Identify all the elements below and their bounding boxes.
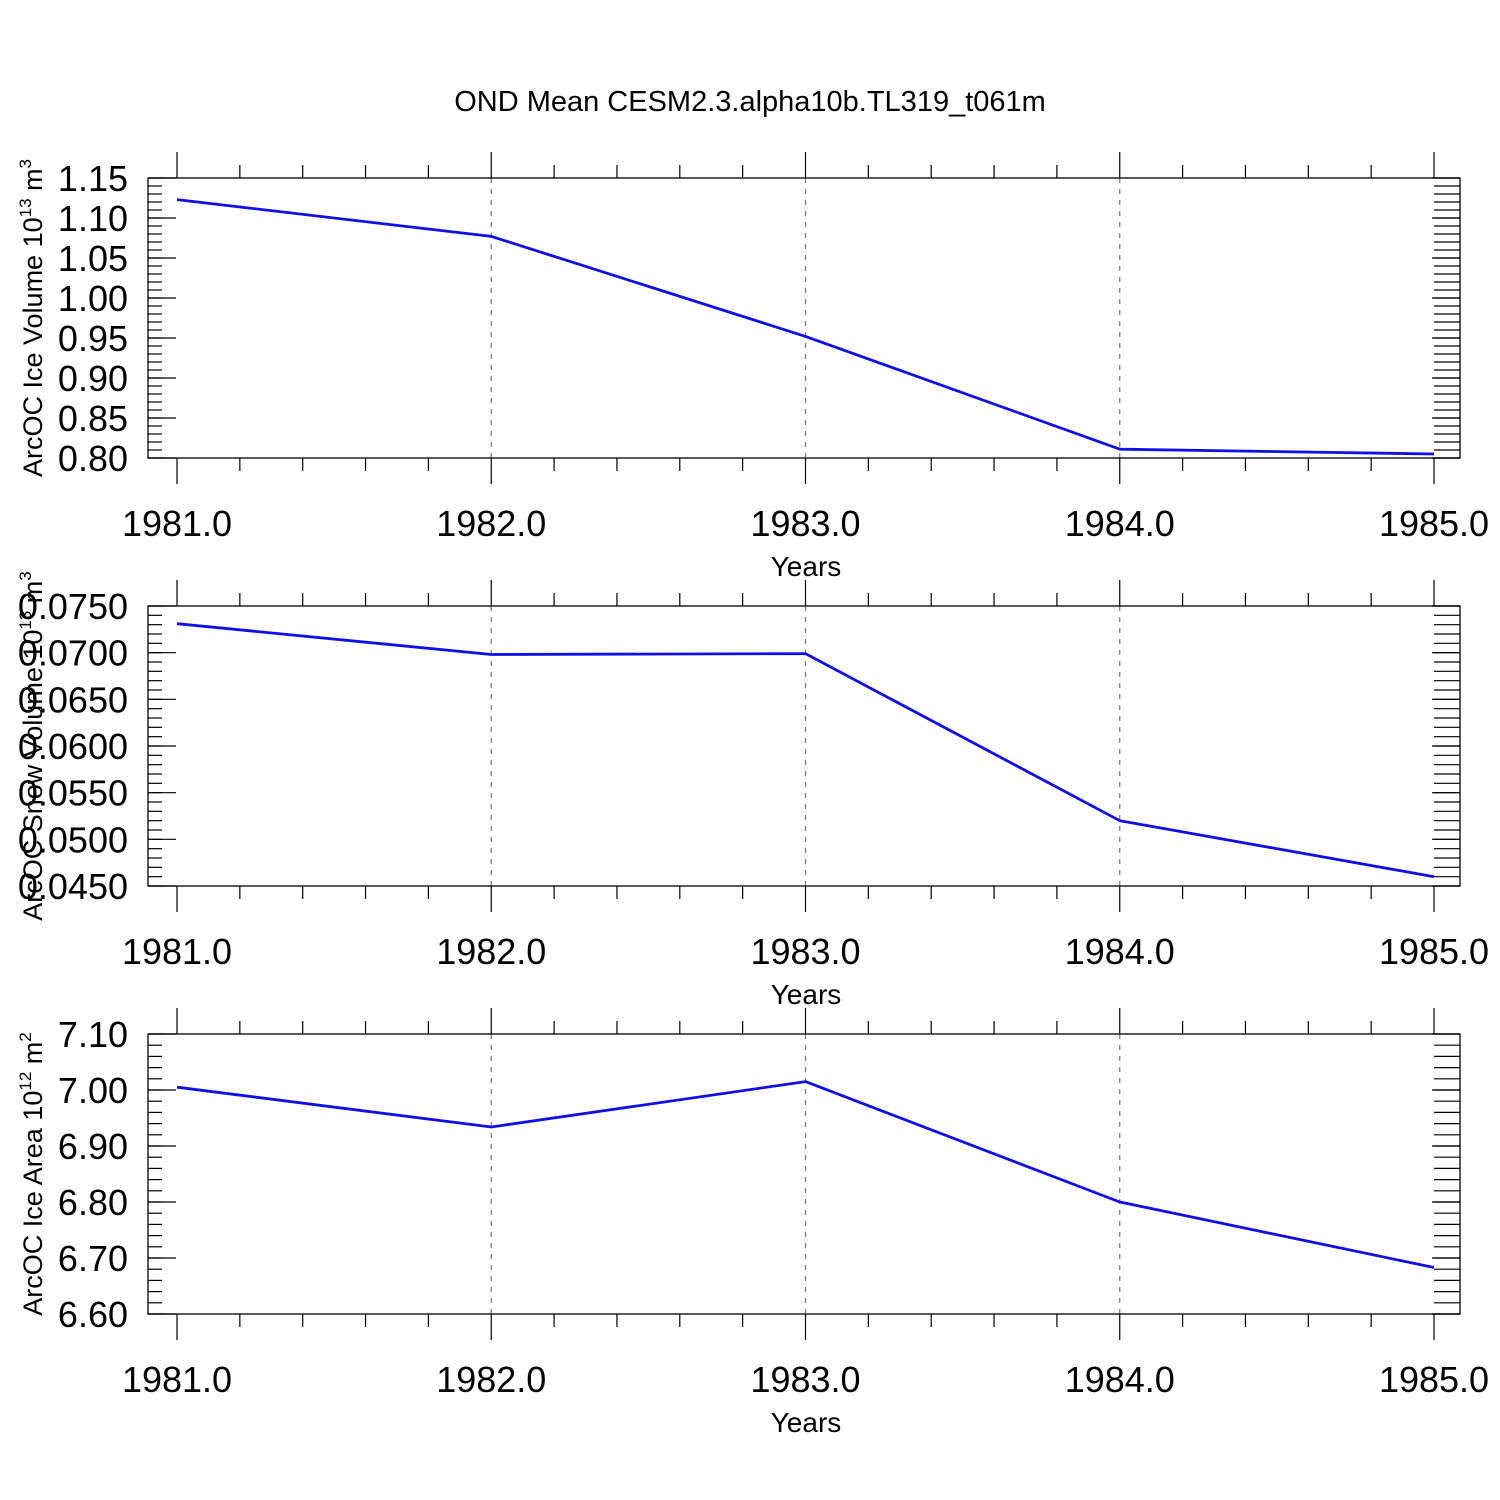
x-tick-label: 1984.0 — [1065, 503, 1175, 544]
y-axis-title-unit-exponent: 3 — [16, 159, 35, 168]
y-tick-label: 1.00 — [58, 278, 128, 319]
panels: 0.800.850.900.951.001.051.101.15 1981.0 19… — [16, 152, 1489, 1438]
panel-2: 0.0450 0.0500 0.0550 0.0600 0.0650 0.0700 0.07… — [16, 571, 1489, 1010]
plot-frame — [147, 605, 1461, 887]
plot-frame — [147, 177, 1461, 459]
x-tick-label: 1981.0 — [122, 931, 232, 972]
x-tick-label: 1982.0 — [436, 503, 546, 544]
y-axis-title-unit: m — [18, 581, 48, 611]
panel-3: 6.60 6.70 6.80 6.90 7.00 7.10 1981.0 1982.0 1983… — [16, 1008, 1489, 1438]
y-axis-title-unit: m — [18, 168, 48, 198]
x-tick-label: 1983.0 — [750, 503, 860, 544]
y-tick-label: 1.15 — [58, 158, 128, 199]
y-axis-title-text: ArcOC Snow Volume 10 — [18, 630, 48, 921]
x-tick-label: 1981.0 — [122, 1359, 232, 1400]
y-axis-title-exponent: 13 — [16, 198, 35, 217]
x-axis-title: Years — [771, 1407, 842, 1438]
y-tick-label: 0.0450 — [18, 866, 128, 907]
x-tick-label: 1984.0 — [1065, 931, 1175, 972]
y-axis-title-unit-exponent: 3 — [16, 571, 35, 580]
x-axis-title: Years — [771, 979, 842, 1010]
x-tick-label: 1983.0 — [750, 1359, 860, 1400]
plot-frame — [147, 1033, 1461, 1315]
y-tick-label: 7.10 — [58, 1014, 128, 1055]
x-axis-title: Years — [771, 551, 842, 582]
y-tick-label: 0.0750 — [18, 586, 128, 627]
y-tick-label: 7.00 — [58, 1070, 128, 1111]
x-tick-label: 1984.0 — [1065, 1359, 1175, 1400]
y-axis-title-text: ArcOC Ice Volume 10 — [18, 217, 48, 477]
panel-1: 0.800.850.900.951.001.051.101.15 1981.0 19… — [16, 152, 1489, 582]
y-axis-title-unit: m — [18, 1042, 48, 1072]
y-axis-title: ArcOC Ice Volume 1013 m3 — [16, 159, 48, 477]
chart-title: OND Mean CESM2.3.alpha10b.TL319_t061m — [454, 86, 1046, 118]
x-tick-label: 1982.0 — [436, 1359, 546, 1400]
y-tick-label: 6.80 — [58, 1182, 128, 1223]
y-axis-title: ArcOC Ice Area 1012 m2 — [16, 1032, 48, 1316]
y-tick-label: 0.95 — [58, 318, 128, 359]
x-tick-label: 1981.0 — [122, 503, 232, 544]
series-line — [176, 622, 1435, 879]
y-tick-label: 6.60 — [58, 1294, 128, 1335]
y-tick-label: 0.0550 — [18, 773, 128, 814]
y-tick-label: 0.80 — [58, 438, 128, 479]
series-line — [176, 1080, 1435, 1269]
x-tick-label: 1985.0 — [1379, 503, 1489, 544]
x-tick-label: 1985.0 — [1379, 1359, 1489, 1400]
y-axis-title-text: ArcOC Ice Area 10 — [18, 1091, 48, 1316]
y-tick-label: 0.0500 — [18, 819, 128, 860]
y-tick-label: 0.0700 — [18, 633, 128, 674]
series-line — [176, 198, 1435, 456]
y-tick-label: 0.85 — [58, 398, 128, 439]
y-axis-title-exponent: 13 — [16, 611, 35, 630]
y-tick-label: 1.10 — [58, 198, 128, 239]
y-tick-label: 0.0650 — [18, 679, 128, 720]
y-axis-title: ArcOC Snow Volume 1013 m3 — [16, 571, 48, 921]
y-tick-label: 0.90 — [58, 358, 128, 399]
x-tick-label: 1985.0 — [1379, 931, 1489, 972]
y-axis-title-unit-exponent: 2 — [16, 1032, 35, 1041]
y-tick-label: 6.90 — [58, 1126, 128, 1167]
x-tick-label: 1983.0 — [750, 931, 860, 972]
y-tick-label: 0.0600 — [18, 726, 128, 767]
x-tick-label: 1982.0 — [436, 931, 546, 972]
y-axis-title-exponent: 12 — [16, 1072, 35, 1091]
y-tick-label: 1.05 — [58, 238, 128, 279]
y-tick-label: 6.70 — [58, 1238, 128, 1279]
